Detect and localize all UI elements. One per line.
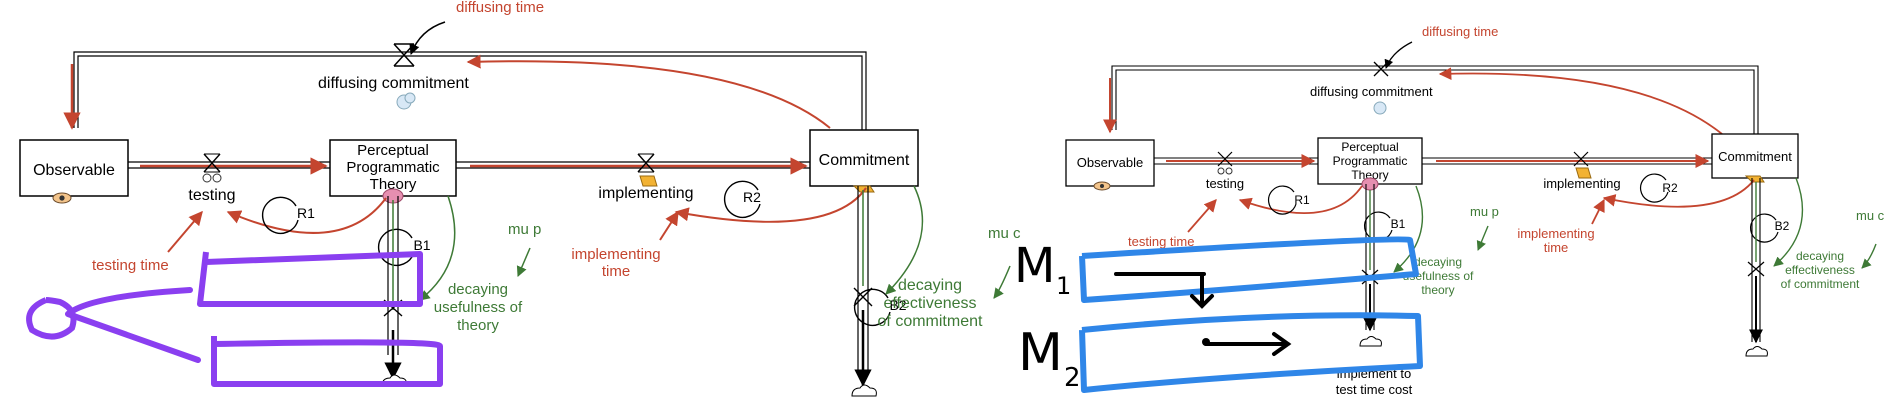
left-cloud-icon (396, 92, 416, 110)
left-decay-commitment-valve (853, 287, 873, 307)
left-implementing-label: implementing (598, 185, 693, 202)
right-ppt-label-2: Programmatic (1333, 154, 1408, 168)
right-loop-r1: R1 (1267, 185, 1310, 215)
left-loop-b1: B1 (377, 228, 431, 267)
right-diffusing-pipe (1111, 65, 1759, 140)
right-decaying-effectiveness-2: effectiveness (1785, 263, 1855, 277)
right-testing-label: testing (1206, 176, 1244, 191)
left-purple-annotation (26, 251, 443, 387)
left-decaying-usefulness-1: decaying (448, 281, 508, 298)
right-handwritten-arrows (1114, 272, 1292, 356)
svg-text:B2: B2 (1775, 219, 1790, 233)
right-decaying-effectiveness-1: decaying (1796, 249, 1844, 263)
right-decaying-effectiveness-3: of commitment (1781, 277, 1860, 291)
left-loop-r2: R2 (723, 180, 761, 219)
svg-text:M: M (1018, 323, 1063, 383)
svg-text:1: 1 (1056, 272, 1071, 300)
right-observable-label: Observable (1077, 155, 1143, 170)
right-testing-time-label: testing time (1128, 234, 1194, 249)
right-diffusing-valve (1373, 61, 1389, 77)
left-decaying-effectiveness-3: of commitment (878, 313, 983, 330)
right-decaying-usefulness-3: theory (1421, 283, 1454, 297)
svg-text:B1: B1 (1391, 217, 1406, 231)
right-implementing-time-label-2: time (1544, 240, 1569, 255)
left-implementing-hand-icon (639, 175, 658, 187)
left-decaying-effectiveness-2: effectiveness (883, 295, 976, 312)
right-decaying-usefulness-2: usefulness of (1403, 269, 1474, 283)
left-implementing-time-label-2: time (602, 263, 630, 280)
right-diffusing-commitment-label: diffusing commitment (1310, 84, 1433, 99)
right-blue-annotation (1079, 236, 1423, 393)
right-implementing-valve (1573, 151, 1589, 167)
right-loop-r2: R2 (1639, 173, 1678, 203)
right-decay-commitment-valve (1747, 261, 1765, 277)
right-handwritten-m1: M 1 (1014, 238, 1071, 300)
right-implement-cost-label-2: test time cost (1336, 382, 1413, 397)
left-decaying-effectiveness-1: decaying (898, 277, 962, 294)
right-diffusing-time-label: diffusing time (1422, 24, 1498, 39)
left-mu-c-label: mu c (988, 225, 1021, 242)
left-stock-commitment (809, 129, 919, 187)
left-diffusing-valve (393, 43, 415, 67)
left-ppt-label-3: Theory (370, 176, 417, 193)
left-observable-label: Observable (33, 162, 115, 179)
right-testing-valve (1217, 151, 1233, 167)
right-eye-icon (1093, 181, 1111, 191)
right-implementing-hand-icon (1575, 167, 1592, 179)
left-testing-valve (203, 153, 221, 173)
right-implementing-label: implementing (1543, 176, 1620, 191)
left-sink-cloud-commitment (851, 384, 877, 397)
svg-text:R1: R1 (1294, 193, 1310, 207)
left-eye-icon (52, 192, 72, 204)
right-decaying-usefulness-1: decaying (1414, 255, 1462, 269)
left-loop-r1: R1 (261, 196, 315, 235)
left-glasses-icon (202, 173, 222, 183)
right-loop-b1: B1 (1363, 211, 1406, 241)
right-implementing-time-label-1: implementing (1517, 226, 1594, 241)
svg-text:B2: B2 (889, 297, 906, 313)
right-handwritten-m2: M 2 (1018, 323, 1081, 393)
right-commitment-label: Commitment (1718, 149, 1792, 164)
svg-text:R1: R1 (297, 205, 315, 221)
left-loop-b2: B2 (853, 288, 907, 327)
right-loop-b2: B2 (1749, 213, 1790, 243)
right-cloud-icon (1373, 101, 1387, 115)
left-diagram: diffusing time diffusing commitment Obse… (19, 0, 1021, 397)
left-diffusing-pipe (73, 51, 867, 130)
left-implementing-valve (637, 153, 655, 173)
right-diagram: diffusing time diffusing commitment Obse… (1014, 24, 1885, 397)
svg-text:M: M (1014, 238, 1055, 294)
right-brain-icon (1361, 177, 1379, 191)
left-testing-time-label: testing time (92, 257, 169, 274)
left-testing-label: testing (188, 187, 235, 204)
right-stock-commitment (1711, 133, 1799, 179)
left-decaying-usefulness-3: theory (457, 317, 499, 334)
right-mu-p-label: mu p (1470, 204, 1499, 219)
svg-text:2: 2 (1064, 363, 1081, 393)
left-ppt-label-1: Perceptual (357, 142, 429, 159)
left-ppt-label-2: Programmatic (346, 159, 440, 176)
right-sink-cloud-commitment (1745, 346, 1768, 357)
left-commitment-label: Commitment (819, 152, 910, 169)
right-ppt-label-3: Theory (1351, 168, 1388, 182)
right-mu-c-label: mu c (1856, 208, 1885, 223)
right-sink-cloud-theory (1359, 336, 1382, 347)
left-implementing-time-label-1: implementing (571, 246, 660, 263)
svg-text:R2: R2 (1662, 181, 1678, 195)
left-diffusing-time-label: diffusing time (456, 0, 544, 16)
svg-text:R2: R2 (743, 189, 761, 205)
right-stock-ppt (1317, 137, 1423, 185)
right-stock-observable (1065, 139, 1155, 187)
left-decaying-usefulness-2: usefulness of (434, 299, 523, 316)
right-ppt-label-1: Perceptual (1341, 140, 1398, 154)
svg-text:B1: B1 (413, 237, 430, 253)
left-diffusing-commitment-label: diffusing commitment (318, 75, 469, 92)
left-stock-observable (19, 139, 129, 197)
left-mu-p-label: mu p (508, 221, 541, 238)
right-glasses-icon (1217, 167, 1233, 175)
